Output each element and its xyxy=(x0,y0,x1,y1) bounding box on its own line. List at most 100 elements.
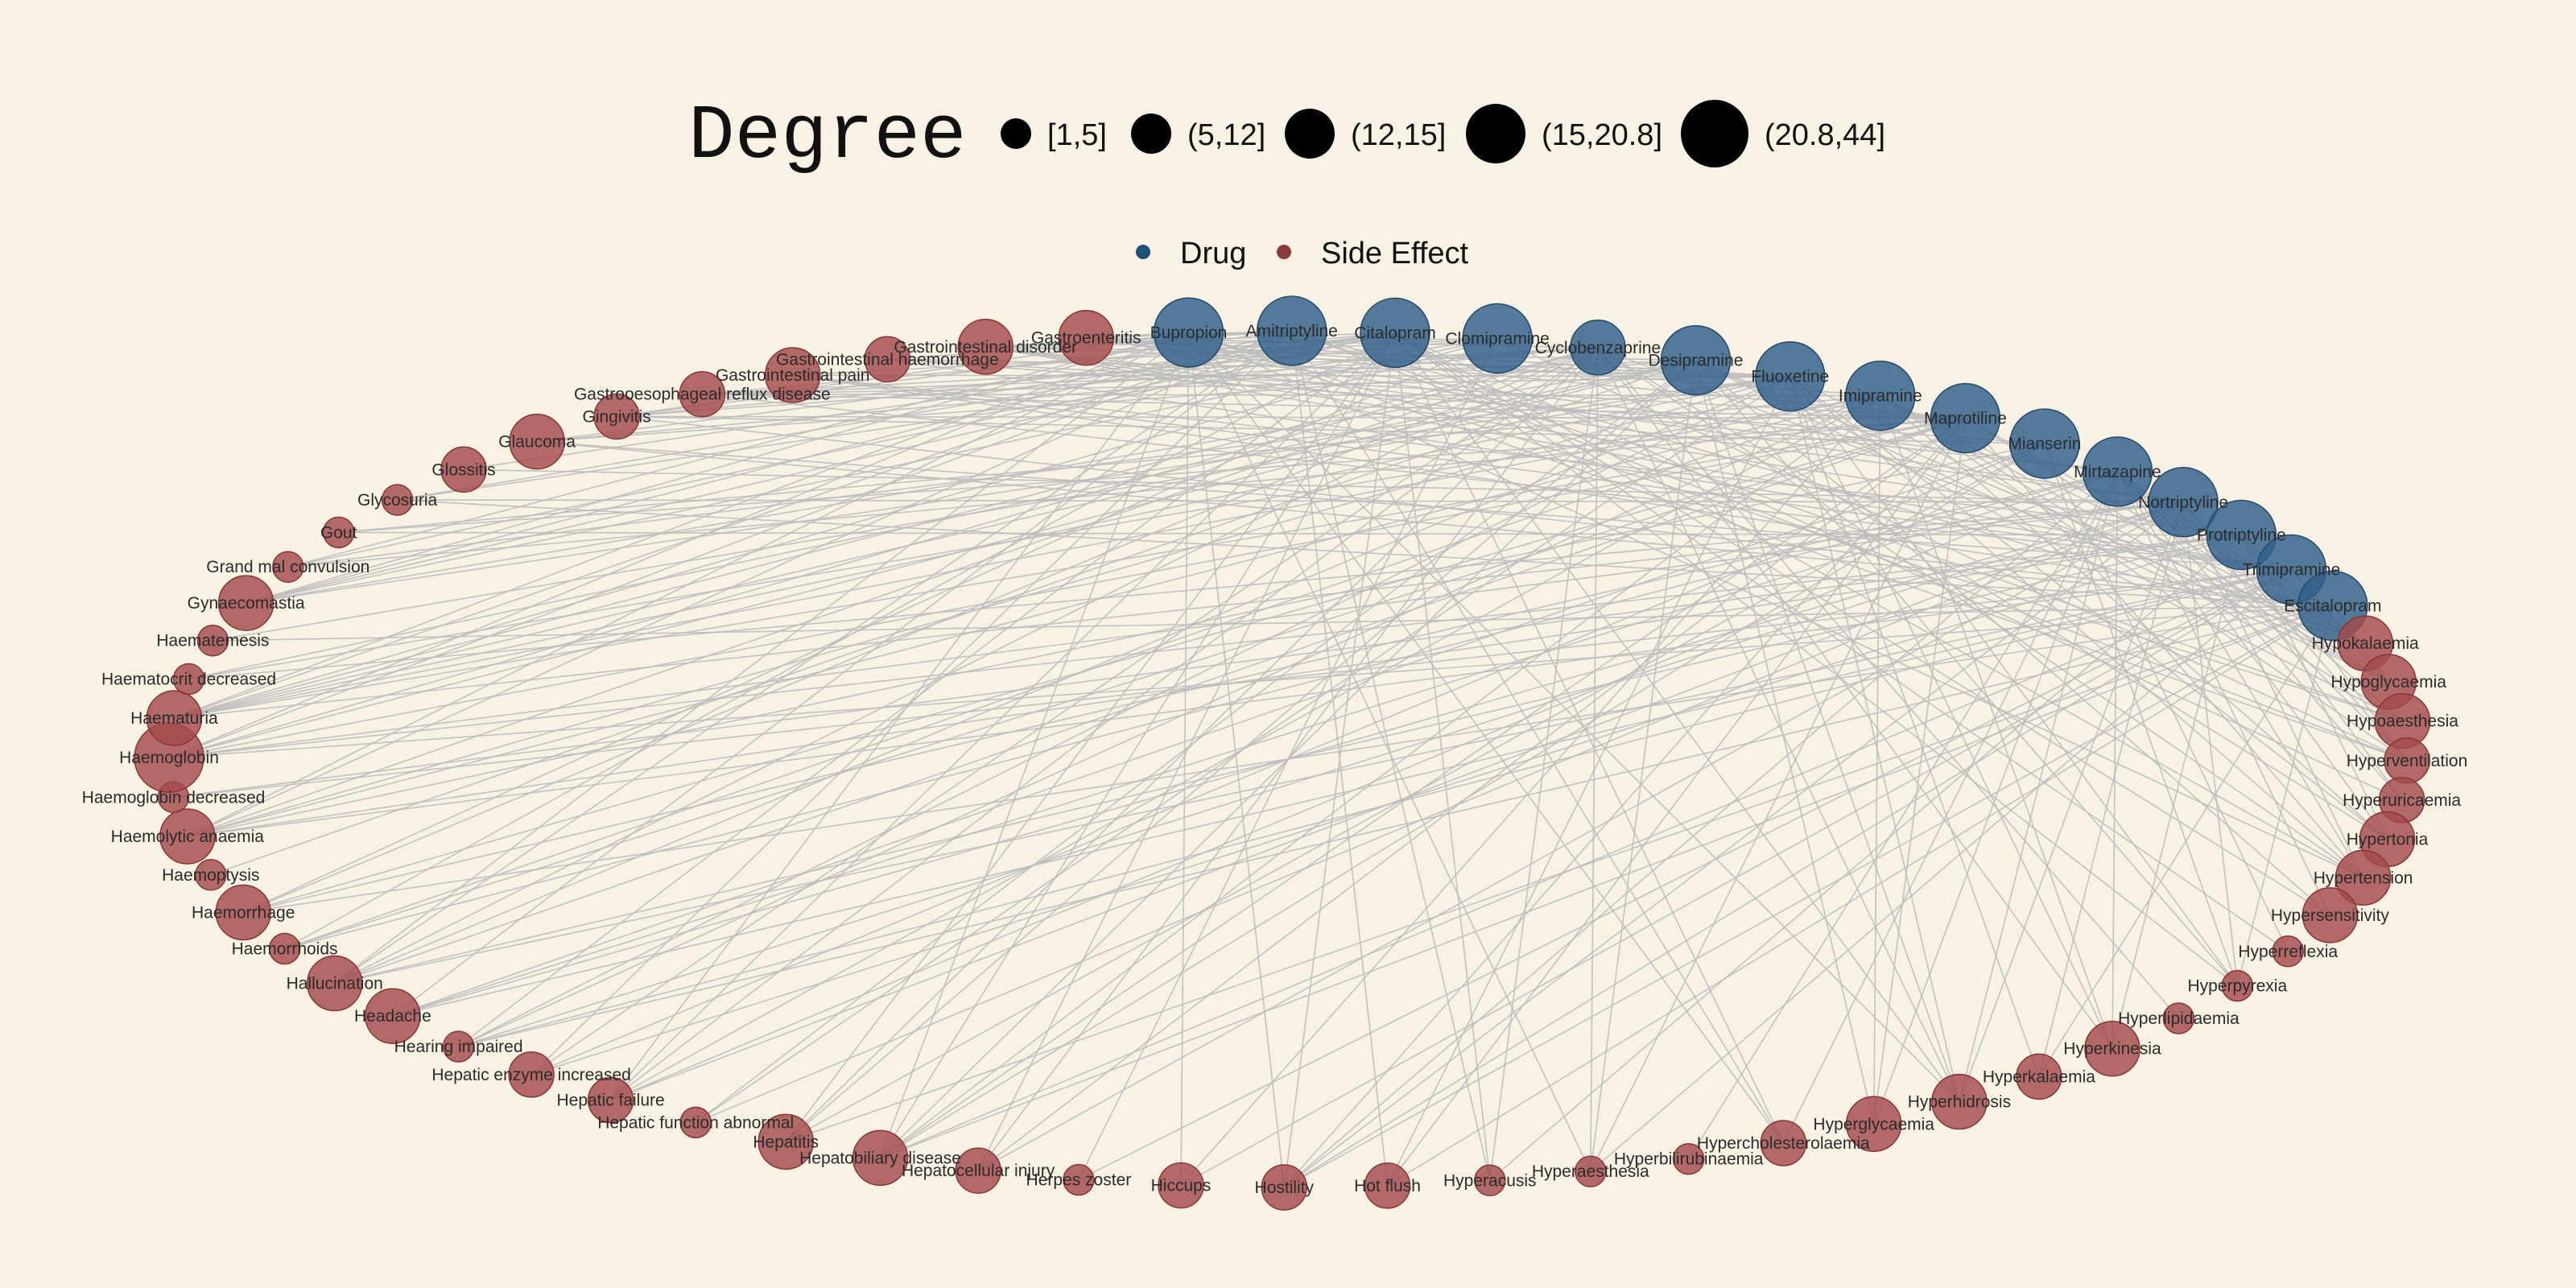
node-hepatitis[interactable] xyxy=(758,1113,814,1170)
node-hepatocellular-injury[interactable] xyxy=(955,1147,1001,1194)
node-hepatic-failure[interactable] xyxy=(587,1076,634,1124)
edge xyxy=(397,337,1498,501)
edge xyxy=(880,394,1881,1159)
edge xyxy=(242,347,1599,914)
edge xyxy=(1872,395,1881,1125)
node-haematocrit-decreased[interactable] xyxy=(172,663,205,696)
edge xyxy=(187,394,1881,837)
node-label-hypertension: Hypertension xyxy=(2314,869,2413,887)
edge xyxy=(187,375,1791,837)
edge xyxy=(1790,376,2113,1050)
node-bupropion[interactable] xyxy=(1153,297,1224,368)
node-gastroenteritis[interactable] xyxy=(1058,309,1114,366)
node-gastrointestinal-pain[interactable] xyxy=(764,347,821,403)
node-hepatic-enzyme-increased[interactable] xyxy=(508,1051,555,1098)
node-hepatic-function-abnormal[interactable] xyxy=(679,1106,712,1139)
node-glossitis[interactable] xyxy=(440,446,487,493)
edge xyxy=(174,337,1498,719)
node-citalopram[interactable] xyxy=(1360,297,1430,369)
node-fluoxetine[interactable] xyxy=(1755,341,1826,412)
legend-drug-label: Drug xyxy=(1180,237,1246,270)
node-label-hearing-impaired: Hearing impaired xyxy=(394,1038,523,1056)
node-hiccups[interactable] xyxy=(1158,1162,1204,1209)
node-haemorrhage[interactable] xyxy=(215,884,271,941)
node-herpes-zoster[interactable] xyxy=(1063,1163,1095,1196)
edge xyxy=(887,358,1790,378)
edge xyxy=(1496,337,2408,762)
node-haemolytic-anaemia[interactable] xyxy=(159,808,216,865)
node-haematemesis[interactable] xyxy=(196,624,229,657)
node-glaucoma[interactable] xyxy=(509,413,565,470)
edge xyxy=(243,605,2333,914)
node-hypercholesterolaemia[interactable] xyxy=(1760,1120,1807,1166)
type-legend: Drug Side Effect xyxy=(1136,237,1469,270)
node-hypertension[interactable] xyxy=(2334,849,2392,906)
node-hyperacusis[interactable] xyxy=(1474,1164,1506,1197)
node-hyperaesthesia[interactable] xyxy=(1575,1155,1607,1187)
node-hepatobiliary-disease[interactable] xyxy=(852,1129,909,1187)
node-nortriptyline[interactable] xyxy=(2148,467,2219,538)
node-label-haemoglobin-decreased: Haemoglobin decreased xyxy=(82,788,266,807)
node-haemoptysis[interactable] xyxy=(195,859,227,891)
node-hyperbilirubinaemia[interactable] xyxy=(1672,1142,1705,1175)
edge xyxy=(2116,471,2364,878)
node-gout[interactable] xyxy=(322,516,355,549)
node-gingivitis[interactable] xyxy=(593,393,640,440)
edge xyxy=(880,568,2292,1159)
node-protriptyline[interactable] xyxy=(2206,499,2277,571)
node-hyperlipidaemia[interactable] xyxy=(2162,1002,2195,1034)
legend-size-label-5: (20.8,44] xyxy=(1765,118,1885,152)
node-hypersensitivity[interactable] xyxy=(2301,887,2359,943)
node-gastrointestinal-disorder[interactable] xyxy=(957,319,1013,375)
legend-size-marker-1 xyxy=(1001,118,1031,149)
node-headache[interactable] xyxy=(365,988,421,1044)
node-hostility[interactable] xyxy=(1261,1164,1308,1211)
node-label-hepatic-function-abnormal: Hepatic function abnormal xyxy=(597,1113,794,1132)
node-cyclobenzaprine[interactable] xyxy=(1570,320,1626,376)
node-label-haemoptysis: Haemoptysis xyxy=(162,866,259,885)
node-label-hypersensitivity: Hypersensitivity xyxy=(2271,906,2390,925)
node-hot-flush[interactable] xyxy=(1364,1162,1411,1209)
edge xyxy=(1086,336,1966,419)
node-glycosuria[interactable] xyxy=(381,484,414,516)
edge xyxy=(334,417,1966,985)
edge xyxy=(1790,375,2364,878)
edge xyxy=(1283,502,2184,1188)
node-hyperkalaemia[interactable] xyxy=(2016,1053,2062,1100)
node-mianserin[interactable] xyxy=(2009,408,2080,479)
size-legend: [1,5] (5,12] (12,15] (15,20.8] (20.8,44] xyxy=(1001,100,1885,167)
node-hyperreflexia[interactable] xyxy=(2272,935,2304,968)
node-maprotiline[interactable] xyxy=(1930,382,2001,454)
node-gastrooesophageal-reflux-disease[interactable] xyxy=(679,370,726,418)
node-desipramine[interactable] xyxy=(1660,324,1732,396)
node-haemorrhoids[interactable] xyxy=(268,932,301,965)
node-hallucination[interactable] xyxy=(306,955,363,1012)
node-hyperhidrosis[interactable] xyxy=(1931,1073,1988,1130)
node-amitriptyline[interactable] xyxy=(1256,295,1327,366)
node-hyperpyrexia[interactable] xyxy=(2221,969,2254,1002)
edge xyxy=(1291,330,1784,1144)
edge xyxy=(243,471,2118,914)
edge xyxy=(173,534,2242,799)
node-gastrointestinal-haemorrhage[interactable] xyxy=(864,336,911,383)
node-clomipramine[interactable] xyxy=(1462,303,1533,374)
node-gynaecomastia[interactable] xyxy=(217,575,275,631)
node-hearing-impaired[interactable] xyxy=(442,1030,475,1063)
node-hyperkinesia[interactable] xyxy=(2084,1020,2140,1077)
edge xyxy=(617,415,1966,419)
node-label-hypokalaemia: Hypokalaemia xyxy=(2312,634,2419,653)
edge xyxy=(284,471,2118,950)
node-haematuria[interactable] xyxy=(146,690,203,746)
edge xyxy=(1590,418,1967,1172)
node-label-hyperuricaemia: Hyperuricaemia xyxy=(2343,791,2461,810)
edge xyxy=(1394,332,1785,1144)
node-mirtazapine[interactable] xyxy=(2082,436,2153,507)
node-grand-mal-convulsion[interactable] xyxy=(272,551,304,583)
node-hyperglycaemia[interactable] xyxy=(1845,1096,1902,1153)
edge xyxy=(1086,336,2118,473)
node-imipramine[interactable] xyxy=(1845,360,1916,431)
node-label-amitriptyline: Amitriptyline xyxy=(1246,322,1338,341)
edge xyxy=(610,347,1599,1101)
edge xyxy=(1394,332,2238,987)
node-label-hepatobiliary-disease: Hepatobiliary disease xyxy=(799,1149,961,1167)
